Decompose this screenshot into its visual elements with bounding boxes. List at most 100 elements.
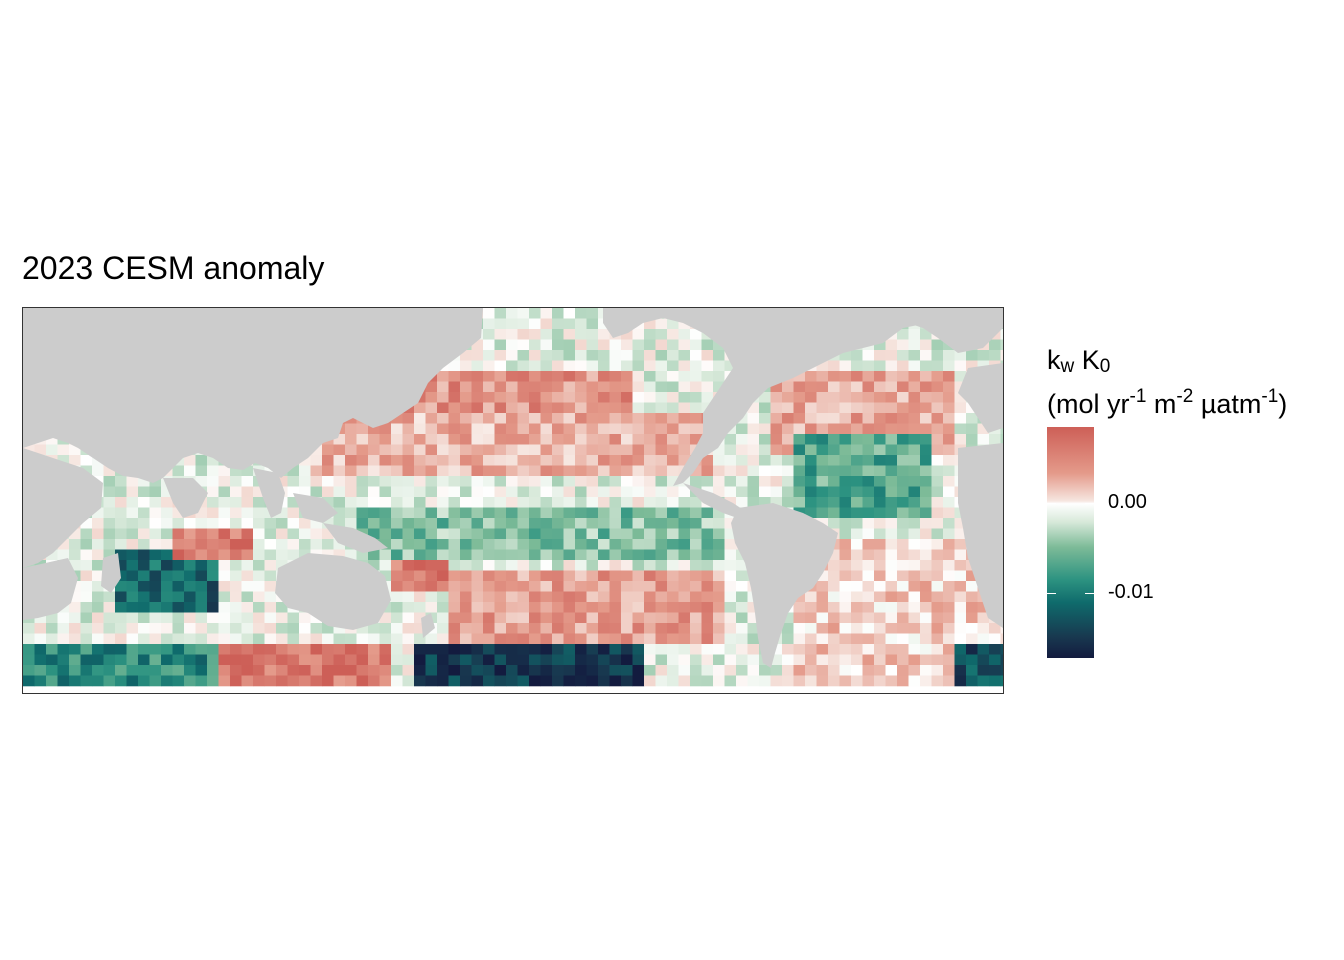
anomaly-cell — [379, 665, 392, 676]
anomaly-cell — [483, 612, 495, 624]
anomaly-cell — [46, 549, 58, 561]
anomaly-cell — [701, 602, 714, 613]
anomaly-cell — [874, 339, 886, 351]
anomaly-cell — [954, 371, 967, 382]
anomaly-cell — [529, 329, 541, 340]
anomaly-cell — [414, 644, 426, 655]
anomaly-cell — [816, 633, 829, 645]
anomaly-cell — [517, 329, 530, 340]
anomaly-cell — [529, 402, 541, 414]
anomaly-cell — [862, 623, 875, 634]
anomaly-cell — [563, 371, 576, 382]
anomaly-cell — [149, 591, 162, 603]
anomaly-cell — [241, 612, 254, 624]
anomaly-cell — [540, 329, 553, 340]
anomaly-cell — [839, 591, 852, 603]
anomaly-cell — [333, 507, 346, 519]
anomaly-cell — [724, 360, 737, 372]
anomaly-cell — [908, 434, 921, 445]
anomaly-cell — [931, 350, 944, 361]
anomaly-cell — [874, 560, 886, 571]
anomaly-cell — [713, 350, 725, 361]
anomaly-cell — [644, 570, 656, 582]
anomaly-cell — [529, 413, 541, 424]
anomaly-cell — [598, 507, 610, 519]
anomaly-cell — [1000, 623, 1003, 634]
anomaly-cell — [644, 623, 656, 634]
anomaly-cell — [103, 633, 116, 645]
anomaly-cell — [655, 570, 668, 582]
anomaly-cell — [184, 560, 196, 571]
anomaly-cell — [425, 497, 438, 508]
anomaly-cell — [471, 339, 484, 351]
anomaly-cell — [506, 623, 518, 634]
anomaly-cell — [460, 360, 472, 372]
anomaly-cell — [759, 444, 771, 456]
anomaly-cell — [839, 675, 852, 687]
anomaly-cell — [448, 602, 461, 613]
anomaly-cell — [506, 329, 518, 340]
anomaly-cell — [575, 476, 587, 487]
anomaly-cell — [977, 654, 990, 666]
anomaly-cell — [885, 675, 898, 687]
anomaly-cell — [253, 623, 265, 634]
anomaly-cell — [299, 665, 311, 676]
anomaly-cell — [701, 591, 714, 603]
anomaly-cell — [874, 644, 886, 655]
anomaly-cell — [195, 623, 208, 634]
anomaly-cell — [621, 413, 633, 424]
legend-colorbar — [1047, 427, 1094, 658]
anomaly-cell — [690, 539, 702, 550]
anomaly-cell — [540, 434, 553, 445]
anomaly-cell — [621, 339, 633, 351]
anomaly-cell — [655, 360, 668, 372]
anomaly-cell — [862, 392, 875, 403]
anomaly-cell — [586, 308, 599, 319]
anomaly-cell — [80, 528, 93, 540]
anomaly-cell — [115, 591, 127, 603]
anomaly-cell — [241, 644, 254, 655]
anomaly-cell — [529, 633, 541, 645]
anomaly-cell — [310, 518, 323, 529]
anomaly-cell — [92, 665, 104, 676]
anomaly-cell — [862, 665, 875, 676]
anomaly-cell — [816, 581, 829, 592]
anomaly-cell — [115, 486, 127, 498]
anomaly-cell — [655, 539, 668, 550]
anomaly-cell — [586, 381, 599, 393]
anomaly-cell — [908, 381, 921, 393]
anomaly-cell — [80, 549, 93, 561]
anomaly-cell — [506, 434, 518, 445]
anomaly-cell — [368, 675, 380, 687]
anomaly-cell — [138, 602, 150, 613]
anomaly-cell — [80, 665, 93, 676]
anomaly-cell — [299, 675, 311, 687]
anomaly-cell — [563, 318, 576, 330]
anomaly-cell — [816, 675, 829, 687]
anomaly-cell — [552, 581, 564, 592]
anomaly-cell — [425, 675, 438, 687]
land-borneo-ng — [323, 523, 388, 553]
anomaly-cell — [391, 476, 403, 487]
anomaly-cell — [69, 539, 81, 550]
anomaly-cell — [414, 497, 426, 508]
anomaly-cell — [218, 465, 231, 477]
anomaly-cell — [264, 675, 277, 687]
anomaly-cell — [172, 602, 185, 613]
anomaly-cell — [483, 570, 495, 582]
anomaly-cell — [586, 497, 599, 508]
anomaly-cell — [149, 518, 162, 529]
anomaly-cell — [770, 465, 783, 477]
anomaly-cell — [897, 507, 909, 519]
anomaly-cell — [460, 570, 472, 582]
anomaly-cell — [218, 507, 231, 519]
anomaly-cell — [598, 392, 610, 403]
anomaly-cell — [437, 476, 449, 487]
anomaly-cell — [690, 434, 702, 445]
anomaly-cell — [46, 434, 58, 445]
anomaly-cell — [839, 665, 852, 676]
anomaly-cell — [563, 665, 576, 676]
anomaly-cell — [506, 308, 518, 319]
anomaly-cell — [598, 675, 610, 687]
anomaly-cell — [575, 570, 587, 582]
